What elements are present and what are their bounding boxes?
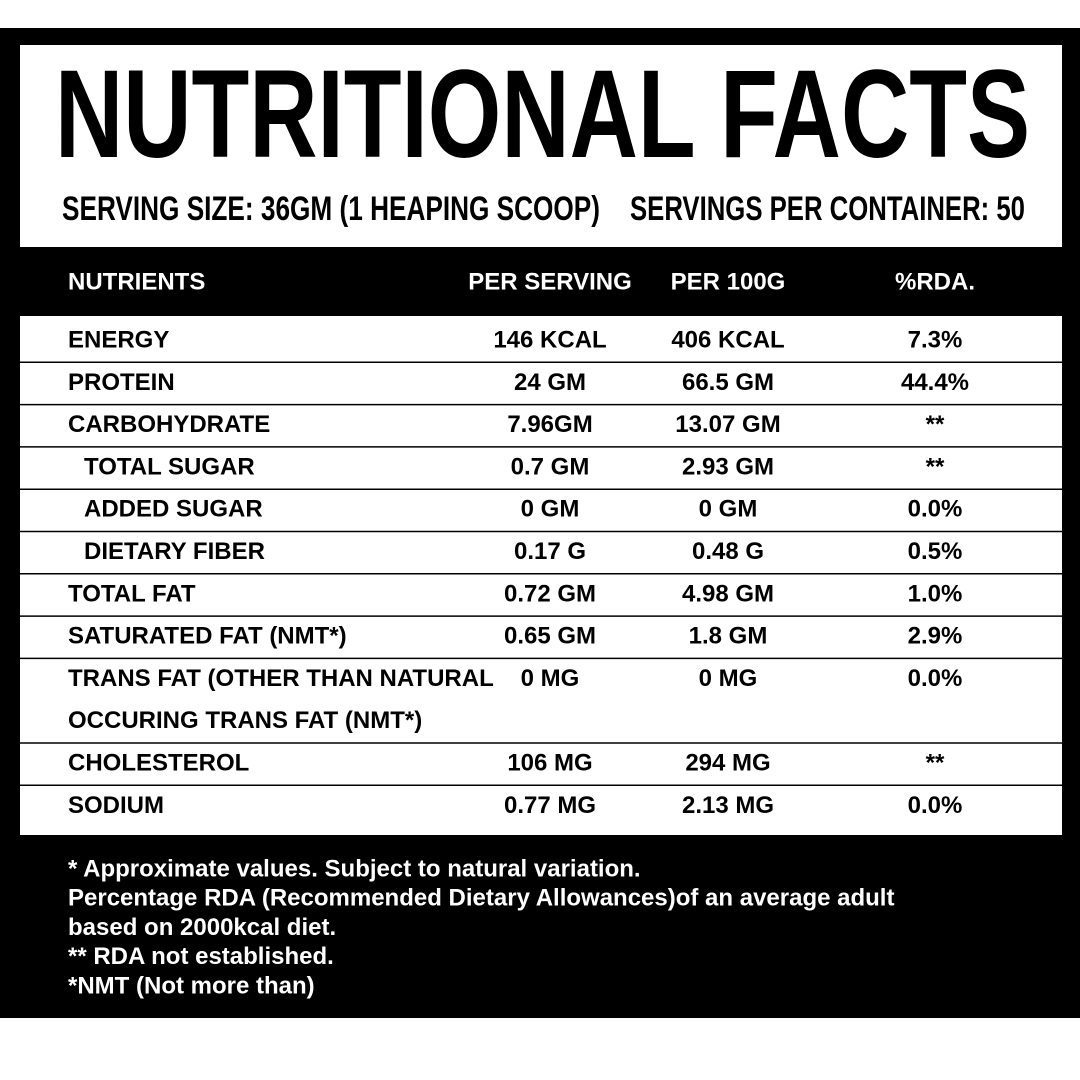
column-header: PER 100G: [671, 268, 786, 295]
nutrient-value: **: [926, 453, 945, 480]
footnote: based on 2000kcal diet.: [68, 914, 336, 941]
footnote: Percentage RDA (Recommended Dietary Allo…: [68, 885, 894, 912]
nutrient-name: TRANS FAT (OTHER THAN NATURAL: [68, 665, 494, 692]
nutrient-value: 0.77 MG: [504, 792, 596, 819]
nutrient-value: 0 GM: [699, 496, 758, 523]
nutrient-name: ADDED SUGAR: [84, 496, 263, 523]
nutrient-value: 0.65 GM: [504, 623, 596, 650]
panel: [20, 45, 1062, 835]
servings-per-container: SERVINGS PER CONTAINER: 50: [630, 190, 1025, 228]
nutrient-name: CHOLESTEROL: [68, 749, 249, 776]
nutrient-name: DIETARY FIBER: [84, 538, 265, 565]
nutrient-value: 406 KCAL: [671, 326, 784, 353]
nutrient-value: **: [926, 411, 945, 438]
nutrient-name: ENERGY: [68, 326, 169, 353]
column-header: PER SERVING: [468, 268, 632, 295]
column-header: NUTRIENTS: [68, 268, 205, 295]
nutrient-value: 7.3%: [908, 326, 963, 353]
nutrient-value: 2.93 GM: [682, 453, 774, 480]
nutrient-value: 0.5%: [908, 538, 963, 565]
nutrient-value: 13.07 GM: [675, 411, 780, 438]
nutrient-name: CARBOHYDRATE: [68, 411, 270, 438]
nutrient-value: 146 KCAL: [493, 326, 606, 353]
nutrient-value: 0 MG: [521, 665, 580, 692]
nutrient-value: 1.8 GM: [689, 623, 768, 650]
nutrient-value: 106 MG: [507, 749, 592, 776]
nutrient-name: PROTEIN: [68, 369, 175, 396]
footnote: ** RDA not established.: [68, 943, 334, 970]
nutrient-name: SATURATED FAT (NMT*): [68, 623, 347, 650]
nutrient-value: 0 MG: [699, 665, 758, 692]
nutrient-name: OCCURING TRANS FAT (NMT*): [68, 707, 422, 734]
nutrient-value: 0.0%: [908, 496, 963, 523]
nutrient-value: 1.0%: [908, 580, 963, 607]
nutrient-value: 0.48 G: [692, 538, 764, 565]
nutrient-value: 2.9%: [908, 623, 963, 650]
table-header-bar: [20, 247, 1062, 316]
nutrient-value: 0.0%: [908, 792, 963, 819]
nutrient-value: 0.0%: [908, 665, 963, 692]
nutrient-name: TOTAL FAT: [68, 580, 196, 607]
nutrient-value: 66.5 GM: [682, 369, 774, 396]
serving-size: SERVING SIZE: 36GM (1 HEAPING SCOOP): [62, 190, 600, 228]
nutrient-value: 24 GM: [514, 369, 586, 396]
nutrient-value: 0 GM: [521, 496, 580, 523]
nutrient-value: 4.98 GM: [682, 580, 774, 607]
nutrient-value: 0.7 GM: [511, 453, 590, 480]
nutrient-value: 2.13 MG: [682, 792, 774, 819]
nutrient-value: **: [926, 749, 945, 776]
nutrient-name: TOTAL SUGAR: [84, 453, 255, 480]
column-header: %RDA.: [895, 268, 975, 295]
footnote: *NMT (Not more than): [68, 973, 315, 1000]
nutrient-name: SODIUM: [68, 792, 164, 819]
nutrient-value: 294 MG: [685, 749, 770, 776]
nutrient-value: 44.4%: [901, 369, 969, 396]
nutrient-value: 0.72 GM: [504, 580, 596, 607]
title: NUTRITIONAL FACTS: [55, 45, 1030, 184]
nutrient-value: 7.96GM: [507, 411, 592, 438]
footnote: * Approximate values. Subject to natural…: [68, 855, 641, 882]
nutrient-value: 0.17 G: [514, 538, 586, 565]
